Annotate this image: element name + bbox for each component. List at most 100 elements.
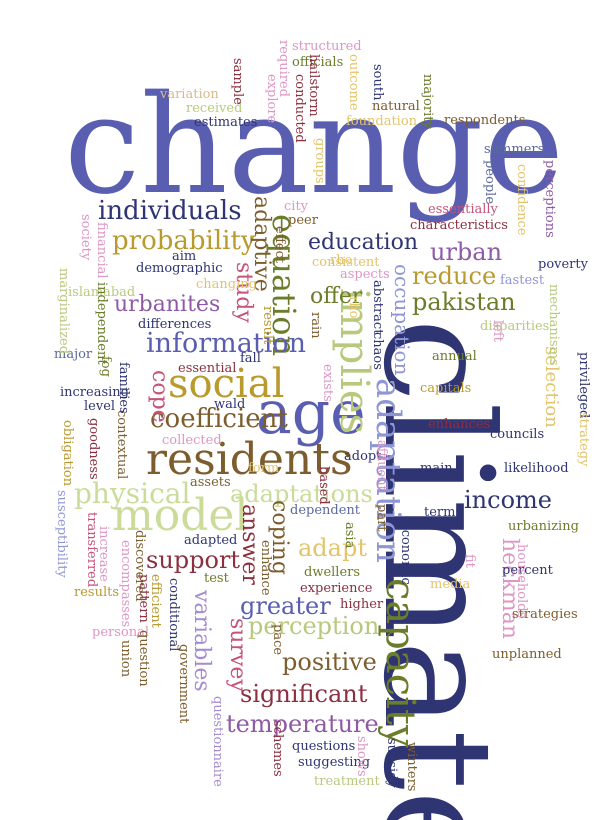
word-strategy: strategy	[576, 412, 591, 467]
word-annual: annual	[432, 349, 477, 364]
word-probability: probability	[112, 226, 256, 256]
word-suggesting: suggesting	[298, 755, 371, 770]
word-families: families	[116, 362, 131, 414]
word-confidence: confidence	[514, 164, 529, 236]
word-form: form	[248, 461, 280, 476]
word-residents: residents	[146, 434, 353, 485]
word-respondents: respondents	[444, 113, 526, 128]
word-support: support	[146, 546, 241, 574]
word-result: fall	[240, 351, 261, 366]
word-obligation: obligation	[60, 420, 75, 487]
word-exists: exists	[320, 364, 335, 402]
word-level: level	[84, 399, 116, 414]
word-differences: differences	[138, 317, 212, 332]
word-capacity: capacity	[377, 578, 423, 748]
word-characteristics: characteristics	[410, 218, 508, 233]
word-disparities: disparities	[480, 319, 550, 334]
word-fall: consistent	[312, 255, 380, 270]
word-outcome: outcome	[346, 54, 361, 111]
word-fastest: fastest	[500, 273, 545, 288]
word-question: question	[136, 630, 151, 687]
word-schemes: schemes	[270, 720, 285, 777]
word-treatment: treatment	[314, 774, 380, 789]
word-transferred: transferred	[84, 512, 99, 588]
word-increasing: increasing	[60, 385, 129, 400]
word-government: government	[176, 644, 191, 724]
word-variables: variables	[189, 590, 214, 692]
word-consistent-show: rho	[330, 253, 353, 268]
word-demographic: demographic	[136, 261, 223, 276]
word-summers: summers	[484, 142, 545, 157]
word-temperature: temperature	[226, 710, 379, 738]
word-income: income	[464, 486, 552, 514]
word-main: main	[420, 461, 453, 476]
word-received: received	[186, 101, 243, 116]
word-conducted: conducted	[292, 74, 307, 143]
word-dwellers: dwellers	[304, 565, 361, 580]
word-essential: essential	[178, 361, 237, 376]
word-major: major	[54, 347, 93, 362]
word-contextual: contextual	[114, 410, 129, 480]
word-estimates: estimates	[194, 115, 258, 130]
word-peer: city	[284, 199, 309, 214]
word-greater: greater	[240, 592, 331, 620]
word-hailstorm: hailstorm	[306, 54, 321, 117]
word-based: based	[316, 466, 331, 505]
word-majority: majority	[420, 74, 435, 129]
word-cope: cope	[147, 370, 172, 423]
word-aspects: rho	[346, 296, 361, 319]
word-results: results	[74, 585, 120, 600]
word-adapt: adapt	[298, 534, 367, 562]
word-personal: personal	[92, 625, 150, 640]
word-answer: answer	[237, 504, 262, 585]
word-mechanisms: mechanisms	[546, 284, 561, 366]
word-adapted: adapted	[184, 533, 238, 548]
word-change: change	[64, 67, 564, 225]
word-urbanizing: urbanizing	[508, 519, 579, 534]
word-terms: terms	[424, 505, 463, 520]
word-study: study	[231, 262, 256, 323]
word-essentially: essentially	[428, 202, 498, 217]
word-conditional: conditional	[166, 578, 181, 652]
word-hackman: left	[490, 320, 505, 342]
word-effect: peer	[288, 213, 318, 228]
word-capitals: capitals	[420, 381, 472, 396]
word-physical: physical	[74, 477, 191, 510]
word-shows: shows	[354, 736, 369, 777]
word-people: people	[482, 160, 497, 205]
word-significant: significant	[240, 680, 368, 708]
word-subsidy: subsidy	[384, 738, 399, 788]
word-susceptibility: susceptibility	[54, 490, 69, 578]
word-coefficient: coefficient	[150, 404, 288, 434]
word-social: social	[168, 361, 285, 407]
word-test: test	[204, 571, 229, 586]
word-model: model	[112, 490, 249, 541]
word-collected: collected	[162, 433, 222, 448]
word-adaptations: adaptations	[230, 480, 373, 508]
word-winters: winters	[404, 742, 419, 792]
word-enhance: enhance	[258, 540, 273, 596]
word-offer: offer	[310, 284, 363, 309]
word-questionnaire: questionnaire	[210, 696, 225, 787]
word-media: media	[430, 577, 471, 592]
word-union: union	[118, 640, 133, 678]
word-south: south	[370, 64, 385, 101]
word-fit: fit	[462, 554, 477, 568]
word-positive: positive	[282, 648, 377, 676]
word-sample: sample	[230, 58, 245, 105]
word-marginalized: marginalized	[56, 268, 71, 355]
word-dependent: dependent	[290, 503, 361, 518]
word-encompasses: encompasses	[118, 540, 133, 628]
word-officials: officials	[292, 55, 344, 70]
word-discovered: discovered	[132, 530, 147, 602]
word-affluent: affluent	[374, 440, 389, 491]
word-required: required	[276, 40, 291, 97]
word-adopt: adopt	[344, 449, 382, 464]
word-asia: asia	[342, 522, 357, 549]
word-information: information	[146, 328, 307, 359]
word-perceptions: perceptions	[542, 160, 557, 238]
word-city: result	[260, 306, 275, 345]
word-part: part	[374, 504, 389, 532]
word-perception: perception	[248, 612, 380, 640]
